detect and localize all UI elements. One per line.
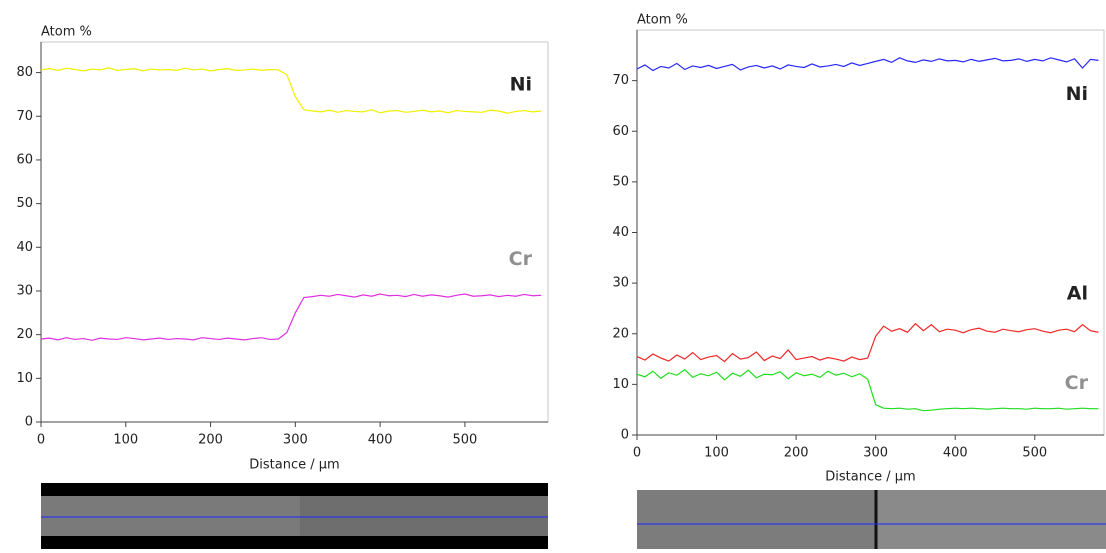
series-label: Al bbox=[1067, 283, 1088, 305]
y-tick-label: 30 bbox=[16, 283, 33, 298]
x-axis-label: Distance / µm bbox=[249, 458, 339, 473]
y-tick-label: 10 bbox=[16, 371, 33, 386]
sem-region bbox=[300, 496, 548, 536]
x-tick-label: 500 bbox=[1022, 446, 1047, 461]
x-tick-label: 400 bbox=[368, 433, 393, 448]
x-tick-label: 100 bbox=[113, 433, 138, 448]
sem-region bbox=[877, 490, 1106, 549]
x-tick-label: 0 bbox=[633, 446, 641, 461]
series-line bbox=[636, 322, 1099, 363]
y-tick-label: 30 bbox=[612, 276, 629, 291]
plot-frame bbox=[636, 29, 1105, 436]
x-tick-label: 400 bbox=[943, 446, 968, 461]
x-tick-label: 100 bbox=[704, 446, 729, 461]
y-tick-label: 0 bbox=[621, 428, 629, 443]
y-axis-label: Atom % bbox=[637, 13, 688, 28]
x-tick-label: 300 bbox=[283, 433, 308, 448]
y-tick-label: 60 bbox=[16, 152, 33, 167]
y-tick-label: 20 bbox=[16, 327, 33, 342]
series-label: Cr bbox=[1065, 372, 1089, 394]
series-line bbox=[40, 293, 542, 341]
sem-strip-right bbox=[637, 490, 1106, 549]
sem-strip-left bbox=[41, 483, 548, 549]
x-tick-label: 200 bbox=[198, 433, 223, 448]
y-tick-label: 0 bbox=[25, 415, 33, 430]
y-tick-label: 70 bbox=[16, 109, 33, 124]
series-label: Ni bbox=[1066, 83, 1088, 105]
series-line bbox=[40, 67, 542, 114]
x-tick-label: 500 bbox=[452, 433, 477, 448]
plot-frame bbox=[40, 41, 549, 423]
y-tick-label: 70 bbox=[612, 73, 629, 88]
y-axis-label: Atom % bbox=[41, 25, 92, 40]
series-label: Cr bbox=[509, 248, 533, 270]
x-axis-label: Distance / µm bbox=[825, 470, 915, 485]
series-label: Ni bbox=[510, 74, 532, 96]
y-tick-label: 40 bbox=[16, 240, 33, 255]
x-tick-label: 0 bbox=[37, 433, 45, 448]
y-tick-label: 80 bbox=[16, 65, 33, 80]
x-tick-label: 200 bbox=[784, 446, 809, 461]
y-tick-label: 50 bbox=[612, 174, 629, 189]
series-line bbox=[636, 57, 1099, 72]
series-line bbox=[636, 368, 1099, 412]
y-tick-label: 50 bbox=[16, 196, 33, 211]
y-tick-label: 10 bbox=[612, 377, 629, 392]
y-tick-label: 40 bbox=[612, 225, 629, 240]
y-tick-label: 60 bbox=[612, 124, 629, 139]
x-tick-label: 300 bbox=[863, 446, 888, 461]
y-tick-label: 20 bbox=[612, 326, 629, 341]
